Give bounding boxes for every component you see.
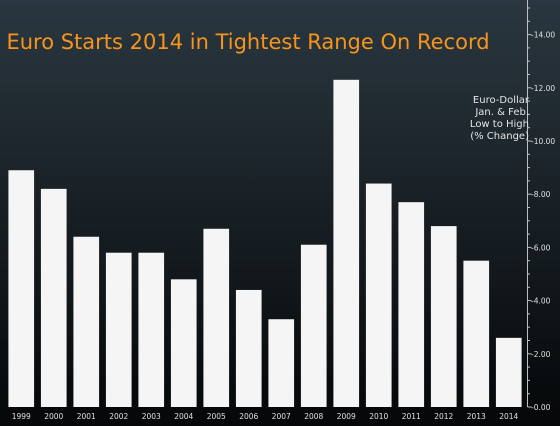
bar-2009 [333, 79, 360, 408]
y-tick-label-8.00: -8.00 [531, 190, 551, 199]
x-tick-label-2003: 2003 [142, 412, 161, 421]
bar-2007 [268, 319, 295, 407]
x-tick-label-2012: 2012 [434, 412, 453, 421]
bar-2000 [40, 188, 67, 407]
x-tick-label-2007: 2007 [272, 412, 291, 421]
y-tick-label-12.00: -12.00 [531, 84, 555, 93]
x-tick-label-2002: 2002 [109, 412, 128, 421]
bar-2006 [235, 289, 262, 407]
y-axis: -0.00 -2.00 -4.00 -6.00 -8.00 -10.00 -12.00 -14… [527, 0, 555, 412]
x-tick-label-2006: 2006 [239, 412, 258, 421]
bars-group [8, 79, 522, 408]
y-tick-label-14.00: -14.00 [531, 31, 555, 40]
x-tick-label-1999: 1999 [12, 412, 31, 421]
y-tick-label-2.00: -2.00 [531, 350, 551, 359]
annotation-line-1: Euro-Dollar [473, 95, 530, 106]
bar-2005 [203, 228, 230, 407]
bar-1999 [8, 170, 35, 407]
annotation-block: Euro-Dollar Jan. & Feb. Low to High (% C… [470, 95, 530, 142]
x-tick-label-2010: 2010 [369, 412, 388, 421]
bar-2012 [430, 226, 457, 407]
x-tick-label-2009: 2009 [337, 412, 356, 421]
x-tick-label-2000: 2000 [44, 412, 63, 421]
x-tick-label-2004: 2004 [174, 412, 193, 421]
x-tick-label-2013: 2013 [467, 412, 486, 421]
bar-2008 [300, 244, 327, 407]
x-tick-label-2011: 2011 [402, 412, 421, 421]
y-tick-label-0.00: -0.00 [531, 403, 551, 412]
x-tick-label-2008: 2008 [304, 412, 323, 421]
x-tick-label-2005: 2005 [207, 412, 226, 421]
x-tick-labels: 1999 2000 2001 2002 2003 2004 2005 2006 2007 2008… [12, 412, 519, 421]
y-tick-label-10.00: -10.00 [531, 137, 555, 146]
bar-2001 [73, 236, 100, 407]
bar-2010 [365, 183, 392, 407]
bar-2013 [463, 260, 490, 407]
annotation-line-3: Low to High [470, 119, 529, 130]
x-tick-label-2001: 2001 [77, 412, 96, 421]
annotation-line-4: (% Change) [470, 131, 529, 142]
bar-2003 [138, 252, 165, 407]
bar-2004 [170, 279, 197, 407]
y-tick-label-6.00: -6.00 [531, 243, 551, 252]
annotation-line-2: Jan. & Feb. [474, 107, 529, 118]
bar-2002 [105, 252, 132, 407]
x-tick-label-2014: 2014 [499, 412, 518, 421]
bar-2011 [398, 202, 425, 407]
y-tick-label-4.00: -4.00 [531, 297, 551, 306]
bar-2014 [495, 337, 522, 407]
chart-title: Euro Starts 2014 in Tightest Range On Re… [6, 30, 489, 54]
